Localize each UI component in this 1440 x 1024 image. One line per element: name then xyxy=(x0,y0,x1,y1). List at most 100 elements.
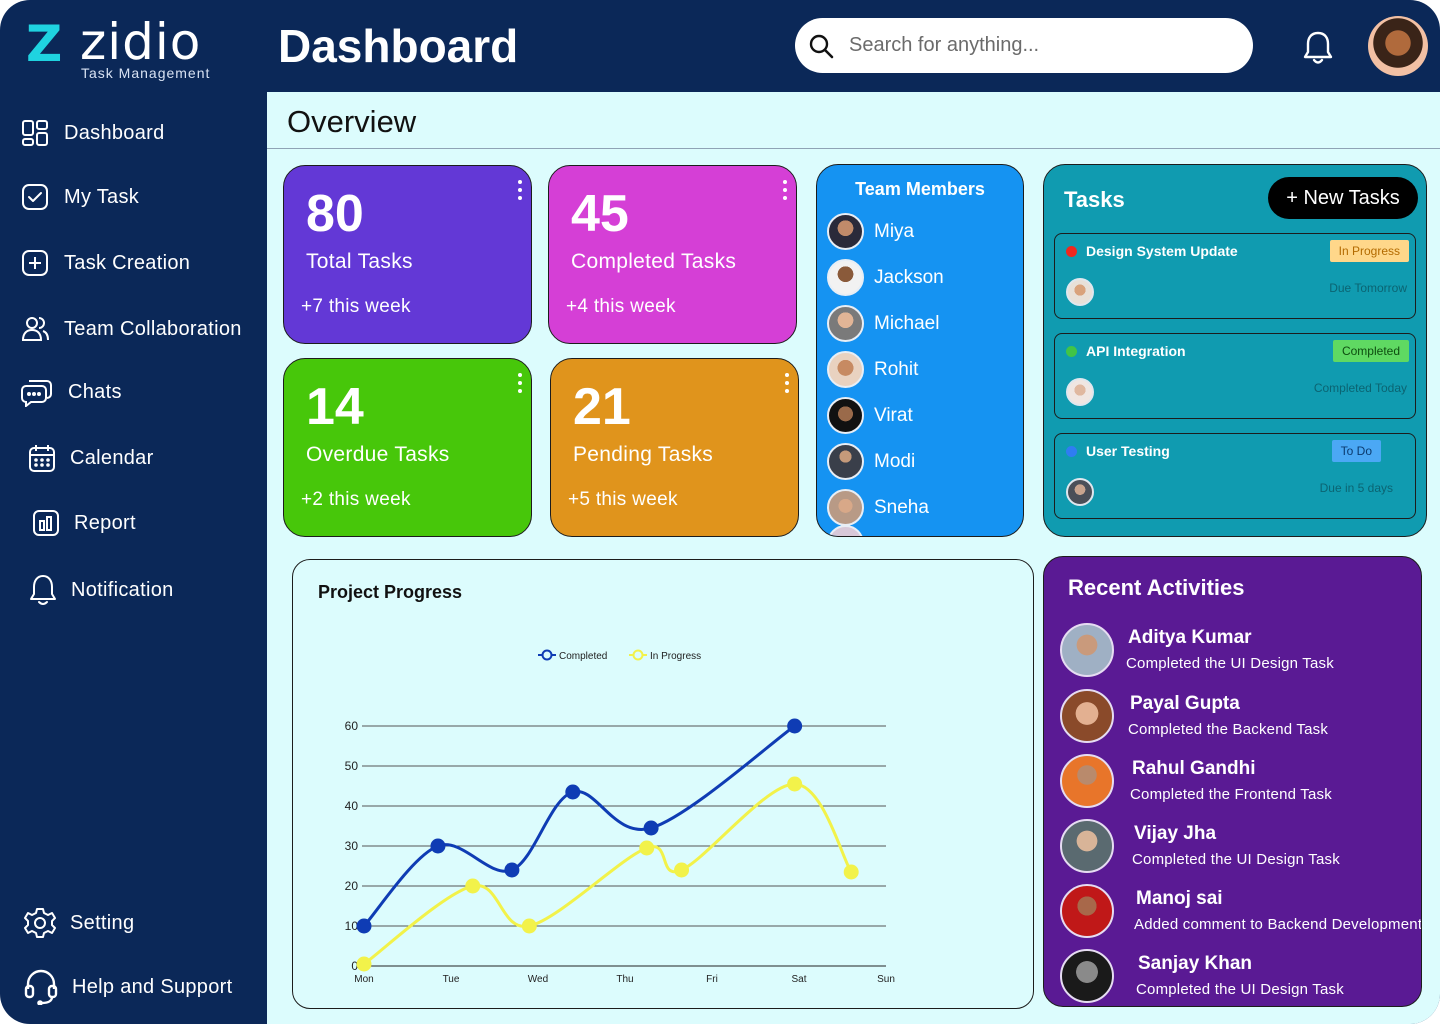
activity-description: Completed the UI Design Task xyxy=(1126,655,1334,672)
chart-title: Project Progress xyxy=(318,582,463,602)
activity-description: Completed the UI Design Task xyxy=(1132,851,1340,868)
member-avatar xyxy=(827,443,864,480)
sidebar-item-setting[interactable]: Setting xyxy=(24,907,134,939)
search-bar[interactable] xyxy=(795,18,1253,73)
team-member[interactable]: Modi xyxy=(827,443,915,480)
activity-user: Manoj sai xyxy=(1136,888,1223,909)
stat-card-completed-tasks[interactable]: 45 Completed Tasks +4 this week xyxy=(548,165,797,344)
y-tick-label: 60 xyxy=(345,719,359,733)
status-badge: Completed xyxy=(1332,340,1409,362)
more-options-icon[interactable] xyxy=(785,373,789,397)
activity-user: Payal Gupta xyxy=(1130,693,1240,714)
user-avatar[interactable] xyxy=(1368,16,1428,76)
data-point xyxy=(430,838,446,854)
more-options-icon[interactable] xyxy=(518,180,522,204)
assignee-avatar xyxy=(1066,478,1094,506)
member-avatar xyxy=(827,397,864,434)
team-member[interactable]: Sneha xyxy=(827,489,929,526)
tasks-panel: Tasks + New Tasks Design System Update I… xyxy=(1043,164,1427,537)
more-options-icon[interactable] xyxy=(518,373,522,397)
activity-item[interactable]: Vijay Jha Completed the UI Design Task xyxy=(1060,819,1421,875)
sidebar-item-team-collaboration[interactable]: Team Collaboration xyxy=(20,314,242,344)
tasks-title: Tasks xyxy=(1064,187,1125,212)
activity-item[interactable]: Aditya Kumar Completed the UI Design Tas… xyxy=(1060,623,1421,679)
stat-weekly-change: +4 this week xyxy=(566,296,676,317)
search-icon xyxy=(809,34,834,59)
task-card[interactable]: API Integration Completed Completed Toda… xyxy=(1054,333,1416,419)
sidebar-item-label: Report xyxy=(74,511,136,534)
y-tick-label: 30 xyxy=(345,839,359,853)
task-title: API Integration xyxy=(1086,343,1186,359)
activity-avatar xyxy=(1060,754,1114,808)
team-member[interactable]: Miya xyxy=(827,213,914,250)
bell-icon xyxy=(30,575,56,605)
member-avatar xyxy=(827,351,864,388)
project-progress-panel: Project Progress 0 10 20 30 40 50 60 Mon Tue Wed T… xyxy=(292,559,1034,1009)
plus-square-icon xyxy=(22,250,48,276)
activity-user: Sanjay Khan xyxy=(1138,953,1253,974)
stat-card-pending-tasks[interactable]: 21 Pending Tasks +5 this week xyxy=(550,358,799,537)
stat-card-total-tasks[interactable]: 80 Total Tasks +7 this week xyxy=(283,165,532,344)
sidebar-item-chats[interactable]: Chats xyxy=(20,377,122,407)
status-dot xyxy=(1066,446,1077,457)
y-tick-label: 50 xyxy=(345,759,359,773)
task-card[interactable]: Design System Update In Progress Due Tom… xyxy=(1054,233,1416,319)
activity-item[interactable]: Manoj sai Added comment to Backend Devel… xyxy=(1060,884,1421,940)
sidebar-item-task-creation[interactable]: Task Creation xyxy=(20,248,190,278)
stat-weekly-change: +2 this week xyxy=(301,489,411,510)
y-tick-label: 0 xyxy=(351,959,358,973)
data-point xyxy=(504,862,520,878)
task-title: User Testing xyxy=(1086,443,1170,459)
legend-marker xyxy=(541,649,553,661)
stat-weekly-change: +5 this week xyxy=(568,489,678,510)
sidebar-item-label: Calendar xyxy=(70,446,154,469)
new-tasks-button[interactable]: + New Tasks xyxy=(1268,177,1418,219)
bell-icon[interactable] xyxy=(1302,30,1334,66)
assignee-avatar xyxy=(1066,278,1094,306)
status-badge: In Progress xyxy=(1329,240,1409,262)
sidebar-item-help-and-support[interactable]: Help and Support xyxy=(24,969,232,1005)
team-member[interactable] xyxy=(827,525,874,536)
sidebar-item-dashboard[interactable]: Dashboard xyxy=(20,118,165,148)
task-card[interactable]: User Testing To Do Due in 5 days xyxy=(1054,433,1416,519)
task-title: Design System Update xyxy=(1086,243,1238,259)
team-member[interactable]: Virat xyxy=(827,397,913,434)
activity-item[interactable]: Rahul Gandhi Completed the Frontend Task xyxy=(1060,754,1421,810)
zidio-logo[interactable]: Z zidio Task Management xyxy=(26,13,236,84)
stat-card-overdue-tasks[interactable]: 14 Overdue Tasks +2 this week xyxy=(283,358,532,537)
team-members-panel: Team Members Miya Jackson Michael Rohit … xyxy=(816,164,1024,537)
activity-user: Vijay Jha xyxy=(1134,823,1217,844)
stat-value: 14 xyxy=(306,378,364,436)
gear-icon xyxy=(24,908,56,938)
team-member[interactable]: Jackson xyxy=(827,259,944,296)
sidebar-item-my-task[interactable]: My Task xyxy=(20,182,139,212)
search-input[interactable] xyxy=(849,27,1229,63)
team-member[interactable]: Michael xyxy=(827,305,939,342)
status-dot xyxy=(1066,346,1077,357)
member-name: Sneha xyxy=(874,496,929,518)
overview-heading: Overview xyxy=(287,104,417,139)
task-due: Due Tomorrow xyxy=(1329,281,1407,295)
activity-user: Aditya Kumar xyxy=(1128,627,1252,648)
activity-item[interactable]: Payal Gupta Completed the Backend Task xyxy=(1060,689,1421,745)
activity-user: Rahul Gandhi xyxy=(1132,758,1256,779)
member-avatar xyxy=(827,213,864,250)
data-point xyxy=(674,862,690,878)
team-member[interactable]: Rohit xyxy=(827,351,918,388)
sidebar-item-notification[interactable]: Notification xyxy=(29,573,174,607)
sidebar-item-label: Team Collaboration xyxy=(64,317,242,340)
brand-subtitle: Task Management xyxy=(81,65,211,81)
activity-description: Completed the UI Design Task xyxy=(1136,981,1344,998)
page-title: Dashboard xyxy=(278,20,519,72)
assignee-avatar xyxy=(1066,378,1094,406)
sidebar-item-report[interactable]: Report xyxy=(32,509,136,537)
sidebar-item-calendar[interactable]: Calendar xyxy=(28,443,154,473)
sidebar-item-label: Dashboard xyxy=(64,121,165,144)
activity-item[interactable]: Sanjay Khan Completed the UI Design Task xyxy=(1060,949,1421,1005)
y-tick-label: 10 xyxy=(345,919,359,933)
data-point xyxy=(565,784,581,800)
stat-value: 45 xyxy=(571,185,629,243)
sidebar-item-label: Setting xyxy=(70,911,135,934)
more-options-icon[interactable] xyxy=(783,180,787,204)
